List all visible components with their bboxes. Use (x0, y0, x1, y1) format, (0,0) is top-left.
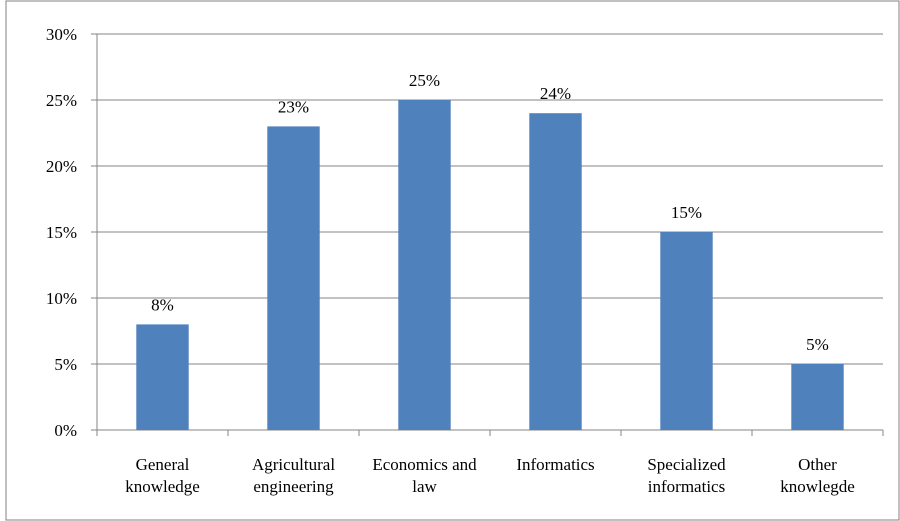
x-tick-label-line: Other (798, 455, 837, 474)
data-label: 15% (671, 203, 702, 222)
x-tick-label-line: General (136, 455, 190, 474)
x-tick-label-line: Agricultural (252, 455, 335, 474)
bar (529, 113, 582, 430)
x-tick-label: Informatics (516, 455, 594, 474)
x-tick-label-line: Economics and (372, 455, 477, 474)
x-tick-label: Agricultural engineering (252, 455, 335, 496)
data-label: 25% (409, 71, 440, 90)
bars (136, 100, 844, 431)
x-tick-label-line: Specialized (647, 455, 726, 474)
x-tick-label-line: Informatics (516, 455, 594, 474)
axes (91, 33, 884, 436)
x-tick-label: General knowledge (125, 455, 200, 496)
labels: 0% 5% 10% 15% 20% 25% 30% 8% General knowledge 23%… (46, 25, 855, 496)
y-tick-label: 20% (46, 157, 77, 176)
x-tick-label-line: knowlegde (780, 477, 855, 496)
y-tick-label: 10% (46, 289, 77, 308)
x-tick-label: Economics and law (372, 455, 477, 496)
x-tick-label: Other knowlegde (780, 455, 855, 496)
x-tick-label-line: informatics (648, 477, 725, 496)
x-tick-label-line: engineering (253, 477, 334, 496)
bar (267, 126, 320, 431)
data-label: 24% (540, 84, 571, 103)
bar (791, 364, 844, 430)
y-tick-label: 30% (46, 25, 77, 44)
y-tick-label: 25% (46, 91, 77, 110)
data-label: 23% (278, 97, 309, 116)
chart-border (5, 0, 900, 521)
bar (398, 100, 451, 430)
data-label: 8% (151, 295, 174, 314)
x-tick-label-line: knowledge (125, 477, 200, 496)
x-tick-label: Specialized informatics (647, 455, 726, 496)
y-tick-label: 0% (54, 421, 77, 440)
y-tick-label: 5% (54, 355, 77, 374)
x-tick-label-line: law (412, 477, 437, 496)
bar (136, 324, 189, 430)
bar (660, 232, 713, 430)
gridlines (97, 33, 883, 365)
y-tick-label: 15% (46, 223, 77, 242)
data-label: 5% (806, 335, 829, 354)
